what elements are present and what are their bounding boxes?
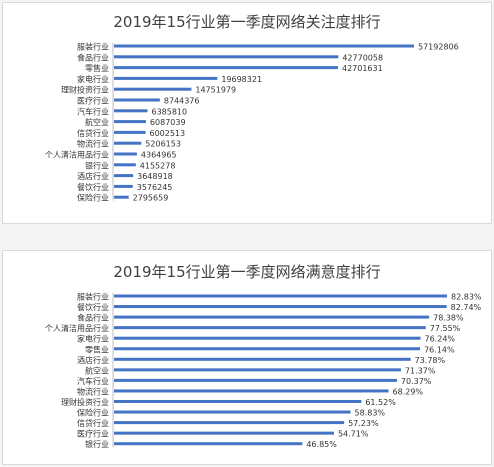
value-label: 61.52% xyxy=(365,398,396,407)
category-label: 食品行业 xyxy=(77,52,109,62)
chart-title: 2019年15行业第一季度网络关注度排行 xyxy=(113,13,381,31)
value-label: 42701631 xyxy=(342,64,383,73)
value-label: 6385810 xyxy=(151,107,187,116)
satisfaction-chart-panel: 2019年15行业第一季度网络满意度排行 服装行业 82.83% 餐饮行业 82.74… xyxy=(2,250,492,465)
bar xyxy=(114,109,148,113)
category-label: 服装行业 xyxy=(77,292,109,302)
category-label: 航空业 xyxy=(85,117,109,127)
category-label: 食品行业 xyxy=(77,313,109,323)
value-label: 14751979 xyxy=(195,86,236,95)
bar xyxy=(114,431,334,435)
bar xyxy=(114,294,447,298)
bar xyxy=(114,442,303,446)
category-label: 信贷行业 xyxy=(77,128,109,138)
bar xyxy=(114,347,421,351)
value-label: 3576245 xyxy=(137,183,173,192)
bar xyxy=(114,76,218,80)
value-label: 82.83% xyxy=(451,293,482,302)
bar xyxy=(114,195,129,199)
category-label: 家电行业 xyxy=(77,334,109,344)
value-label: 4364965 xyxy=(141,151,177,160)
category-label: 医疗行业 xyxy=(77,96,109,106)
category-label: 保险行业 xyxy=(77,408,109,418)
value-label: 82.74% xyxy=(451,303,482,312)
bar xyxy=(114,174,134,178)
bar xyxy=(114,184,133,188)
category-label: 家电行业 xyxy=(77,74,109,84)
attention-chart-panel: 2019年15行业第一季度网络关注度排行 服装行业 57192806 食品行业 427… xyxy=(2,2,492,224)
value-label: 6002513 xyxy=(149,129,185,138)
category-label: 信贷行业 xyxy=(77,418,109,428)
category-label: 医疗行业 xyxy=(77,429,109,439)
category-label: 航空业 xyxy=(85,365,109,375)
category-label: 银行业 xyxy=(85,160,109,170)
bar xyxy=(114,163,136,167)
category-label: 零售业 xyxy=(85,344,109,354)
value-label: 77.55% xyxy=(430,324,461,333)
value-label: 3648918 xyxy=(137,172,173,181)
bar xyxy=(114,357,411,361)
bar xyxy=(114,98,160,102)
bar xyxy=(114,389,389,393)
value-label: 57192806 xyxy=(418,43,459,52)
value-label: 2795659 xyxy=(133,194,169,203)
bar xyxy=(114,421,345,425)
bar xyxy=(114,368,401,372)
bar xyxy=(114,87,192,91)
bar xyxy=(114,326,426,330)
bar xyxy=(114,152,137,156)
category-label: 酒店行业 xyxy=(77,171,109,181)
bar xyxy=(114,315,430,319)
category-label: 保险行业 xyxy=(77,193,109,203)
value-label: 76.14% xyxy=(424,345,455,354)
category-label: 服装行业 xyxy=(77,42,109,52)
value-label: 58.83% xyxy=(355,409,386,418)
category-label: 物流行业 xyxy=(77,139,109,149)
chart-title: 2019年15行业第一季度网络满意度排行 xyxy=(113,263,381,281)
bar xyxy=(114,141,142,145)
category-label: 餐饮行业 xyxy=(77,302,109,312)
value-label: 46.85% xyxy=(306,440,337,449)
value-label: 57.23% xyxy=(348,419,379,428)
value-label: 6087039 xyxy=(150,118,186,127)
bar xyxy=(114,66,338,70)
bar xyxy=(114,130,146,134)
value-label: 4155278 xyxy=(140,161,176,170)
value-label: 78.38% xyxy=(433,314,464,323)
bar xyxy=(114,410,351,414)
value-label: 5206153 xyxy=(145,140,181,149)
bar xyxy=(114,336,421,340)
bar xyxy=(114,120,146,124)
value-label: 73.78% xyxy=(415,356,446,365)
satisfaction-bar-chart: 服装行业 82.83% 餐饮行业 82.74% 食品行业 78.38% 个人清洁用品行业 77… xyxy=(45,292,482,450)
value-label: 68.29% xyxy=(393,387,424,396)
value-label: 70.37% xyxy=(401,377,432,386)
value-label: 76.24% xyxy=(425,335,456,344)
category-label: 汽车行业 xyxy=(77,376,109,386)
value-label: 8744376 xyxy=(164,97,200,106)
category-label: 银行业 xyxy=(85,439,109,449)
value-label: 42770058 xyxy=(342,53,383,62)
bar xyxy=(114,55,339,59)
bar xyxy=(114,305,447,309)
bar xyxy=(114,44,414,48)
category-label: 汽车行业 xyxy=(77,106,109,116)
category-label: 理财投资行业 xyxy=(61,397,109,407)
category-label: 个人清洁用品行业 xyxy=(45,150,109,160)
value-label: 19698321 xyxy=(221,75,262,84)
value-label: 71.37% xyxy=(405,366,436,375)
category-label: 酒店行业 xyxy=(77,355,109,365)
category-label: 个人清洁用品行业 xyxy=(45,323,109,333)
bar xyxy=(114,378,397,382)
category-label: 零售业 xyxy=(85,63,109,73)
bar xyxy=(114,400,362,403)
category-label: 理财投资行业 xyxy=(61,85,109,95)
attention-bar-chart: 服装行业 57192806 食品行业 42770058 零售业 42701631 家电行业 1… xyxy=(45,42,459,203)
category-label: 餐饮行业 xyxy=(77,182,109,192)
category-label: 物流行业 xyxy=(77,386,109,396)
value-label: 54.71% xyxy=(338,430,369,439)
